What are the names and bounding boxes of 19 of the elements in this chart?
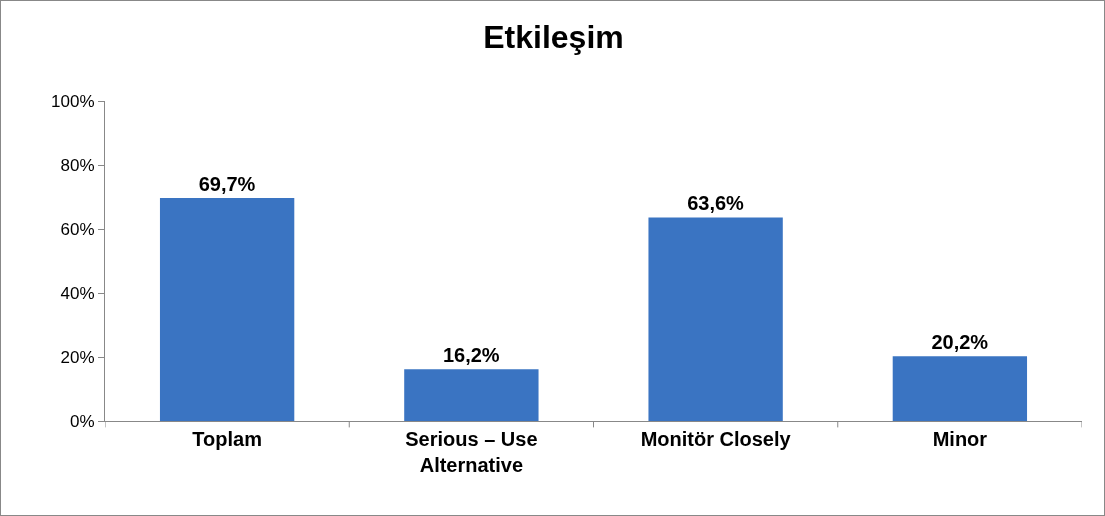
y-tick-label: 40%	[60, 283, 95, 303]
y-tick-label: 0%	[70, 411, 95, 431]
y-tick-label: 80%	[60, 155, 95, 175]
y-tick-label: 100%	[51, 91, 95, 111]
bar	[892, 356, 1028, 421]
bar	[159, 197, 295, 421]
bar	[404, 369, 539, 421]
y-tick-label: 20%	[60, 347, 95, 367]
data-label: 69,7%	[198, 172, 256, 195]
x-tick-label: Monitör Closely	[640, 428, 792, 450]
bar	[648, 217, 783, 421]
data-label: 16,2%	[442, 344, 500, 367]
x-tick-label: Toplam	[192, 428, 262, 450]
data-label: 20,2%	[931, 331, 989, 354]
y-tick-label: 60%	[60, 219, 95, 239]
data-label: 63,6%	[687, 192, 745, 215]
chart-title: Etkileşim	[483, 19, 624, 56]
x-tick-label: Serious – Use Alternative	[405, 428, 538, 476]
x-tick-label: Minor	[932, 428, 988, 450]
